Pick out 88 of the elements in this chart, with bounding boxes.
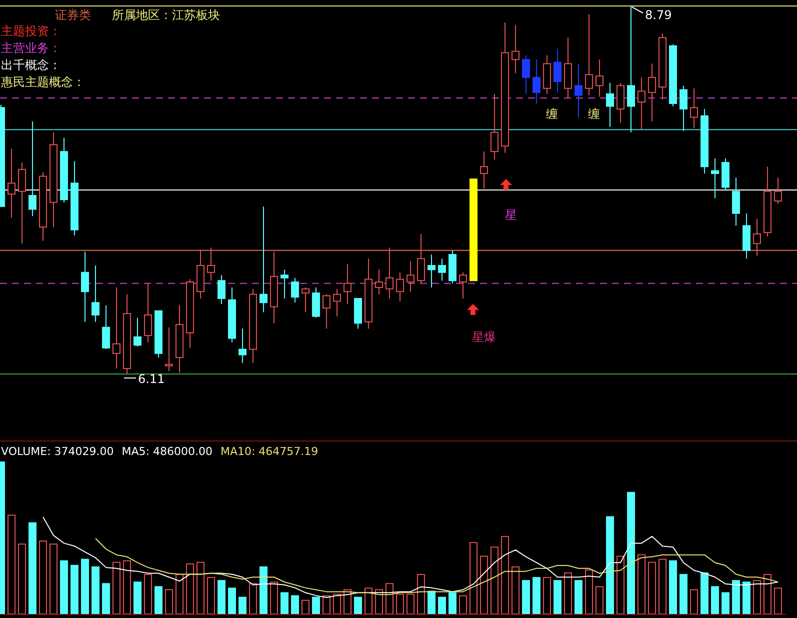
bar	[574, 580, 582, 614]
bar	[50, 544, 58, 614]
bar	[638, 554, 646, 614]
bar	[616, 556, 624, 614]
annotation: 主题投资：	[1, 24, 61, 38]
bar	[249, 583, 257, 614]
bar	[627, 492, 635, 614]
bar	[60, 560, 68, 614]
bar	[764, 574, 772, 614]
bar	[658, 558, 666, 614]
annotation: 主营业务：	[1, 41, 61, 55]
bar	[270, 582, 278, 614]
bar	[302, 600, 310, 614]
bar	[648, 562, 656, 614]
bar	[501, 536, 509, 614]
bar	[448, 592, 456, 614]
annotation: 6.11	[138, 372, 165, 386]
bar	[144, 574, 152, 614]
annotation: 证券类	[55, 8, 91, 22]
bar	[532, 577, 540, 614]
bar	[554, 580, 562, 614]
annotation: 缠	[588, 107, 600, 121]
bar	[165, 589, 173, 614]
annotation: 星爆	[472, 330, 496, 344]
bar	[364, 588, 372, 614]
bar	[585, 569, 593, 614]
bar	[134, 582, 142, 614]
bar	[18, 544, 26, 614]
bar	[480, 556, 488, 614]
bar	[470, 542, 478, 614]
bar	[186, 563, 194, 614]
bar	[690, 589, 698, 614]
bar	[774, 588, 782, 614]
bar	[564, 572, 572, 614]
bar	[154, 586, 162, 614]
bar	[196, 562, 204, 614]
bar	[732, 580, 740, 614]
bar	[396, 594, 404, 614]
bar	[753, 580, 761, 614]
bar	[680, 574, 688, 614]
bar	[312, 596, 320, 614]
bar	[39, 540, 47, 614]
bar	[280, 592, 288, 614]
bar	[354, 596, 362, 614]
bar	[490, 546, 498, 614]
bar	[260, 566, 268, 614]
bar	[291, 595, 299, 614]
bar	[92, 566, 100, 614]
text: VOLUME: 374029.00	[1, 445, 114, 458]
annotation: 惠民主题概念：	[0, 75, 85, 89]
bar	[669, 560, 677, 614]
bar	[207, 577, 215, 614]
bar	[322, 595, 330, 614]
bar	[512, 566, 520, 614]
bar	[228, 588, 236, 614]
bar	[333, 594, 341, 614]
text: MA5: 486000.00	[122, 445, 212, 458]
bar	[711, 586, 719, 614]
annotation: 所属地区：江苏板块	[112, 8, 220, 22]
bar	[70, 564, 78, 614]
bar	[218, 580, 226, 614]
bar	[438, 596, 446, 614]
bar	[596, 586, 604, 614]
bar	[81, 558, 89, 614]
bar	[112, 562, 120, 614]
bar	[428, 590, 436, 614]
bar	[522, 580, 530, 614]
bar	[102, 583, 110, 614]
bar	[238, 596, 246, 614]
bar	[123, 560, 131, 614]
annotation: 出千概念：	[1, 58, 61, 72]
bar	[176, 574, 184, 614]
bar	[742, 582, 750, 614]
bar	[8, 514, 16, 614]
annotation: 8.79	[645, 8, 672, 22]
annotation: 缠	[546, 107, 558, 121]
annotation: 星	[505, 208, 517, 222]
bar	[406, 594, 414, 614]
bar	[722, 592, 730, 614]
bar	[606, 516, 614, 614]
bar	[28, 522, 36, 614]
text: MA10: 464757.19	[220, 445, 318, 458]
bar	[417, 574, 425, 614]
bar	[459, 595, 467, 614]
bar	[700, 572, 708, 614]
bar	[543, 577, 551, 614]
bar	[386, 583, 394, 614]
bar	[375, 589, 383, 614]
